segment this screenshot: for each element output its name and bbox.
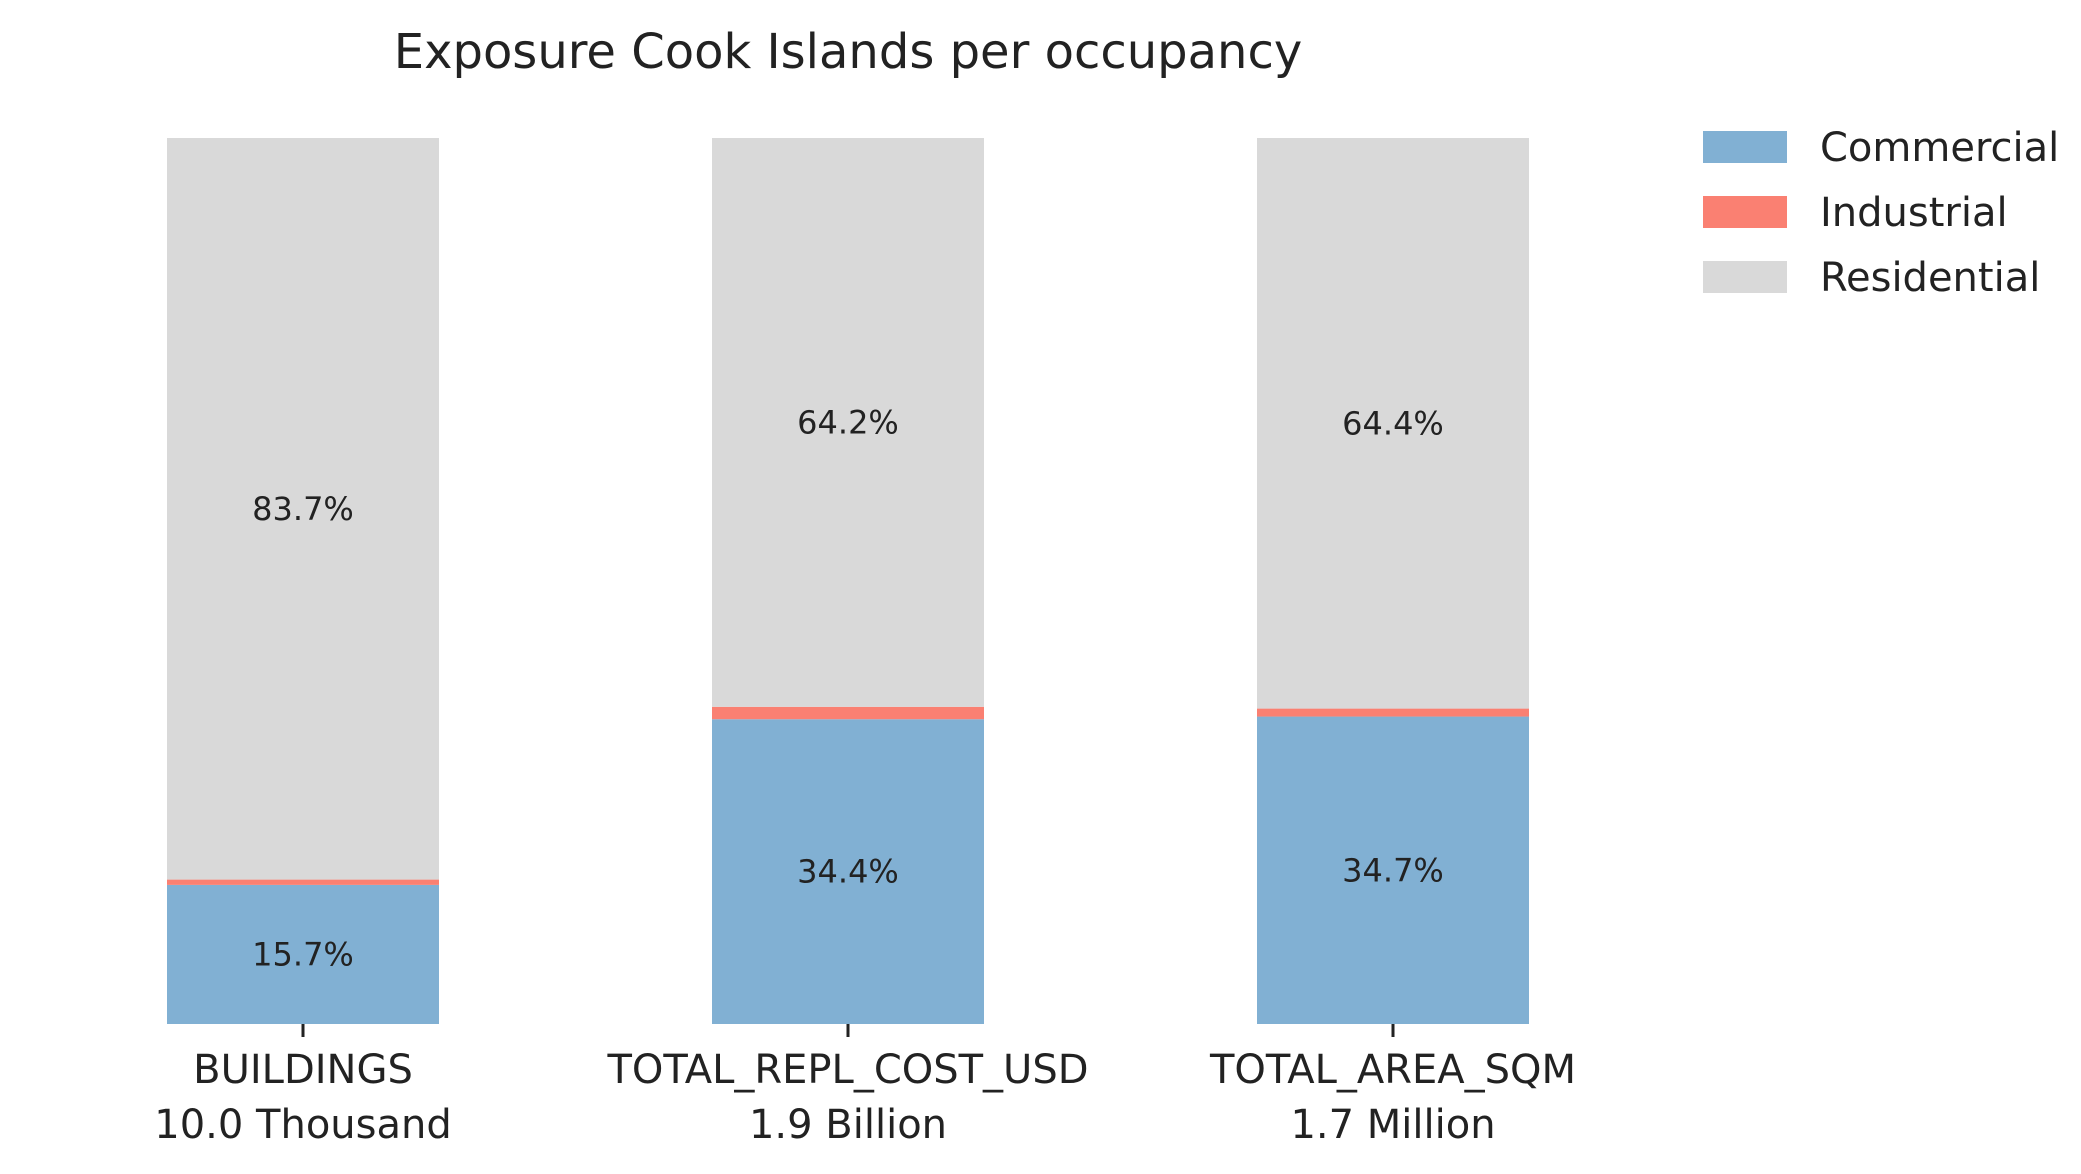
legend-swatch-industrial bbox=[1703, 196, 1787, 228]
x-tick-total: 10.0 Thousand bbox=[154, 1102, 451, 1148]
bars-group: 15.7% 83.7% 34.4% 64.2% 34.7% 64.4% bbox=[167, 138, 1529, 1024]
bar-segment-commercial bbox=[712, 719, 984, 1024]
bar-segment-residential bbox=[1257, 138, 1529, 709]
x-tick-label: TOTAL_AREA_SQM bbox=[1209, 1047, 1576, 1093]
bar-segment-residential bbox=[712, 138, 984, 707]
bar-segment-commercial bbox=[1257, 716, 1529, 1024]
x-axis: BUILDINGS 10.0 Thousand TOTAL_REPL_COST_US… bbox=[154, 1024, 1576, 1148]
legend-label-industrial: Industrial bbox=[1820, 190, 2008, 236]
x-tick-total: 1.7 Million bbox=[1290, 1102, 1495, 1148]
bar-segment-residential bbox=[167, 138, 439, 880]
legend: Commercial Industrial Residential bbox=[1703, 125, 2059, 301]
segment-label: 15.7% bbox=[252, 935, 354, 973]
segment-label: 83.7% bbox=[252, 490, 354, 528]
x-tick-label: BUILDINGS bbox=[193, 1047, 413, 1093]
legend-label-commercial: Commercial bbox=[1820, 125, 2059, 171]
x-tick-label: TOTAL_REPL_COST_USD bbox=[606, 1047, 1088, 1093]
bar-segment-industrial bbox=[167, 879, 439, 885]
legend-swatch-commercial bbox=[1703, 131, 1787, 163]
chart-title: Exposure Cook Islands per occupancy bbox=[394, 24, 1303, 80]
legend-swatch-residential bbox=[1703, 261, 1787, 293]
segment-label: 64.4% bbox=[1342, 404, 1444, 442]
segment-label: 64.2% bbox=[797, 403, 899, 441]
x-tick-total: 1.9 Billion bbox=[749, 1102, 947, 1148]
segment-label: 34.4% bbox=[797, 853, 899, 891]
segment-label: 34.7% bbox=[1342, 851, 1444, 889]
bar-segment-industrial bbox=[712, 706, 984, 720]
bar-segment-industrial bbox=[1257, 708, 1529, 717]
legend-label-residential: Residential bbox=[1820, 255, 2040, 301]
bar-segment-commercial bbox=[167, 884, 439, 1024]
